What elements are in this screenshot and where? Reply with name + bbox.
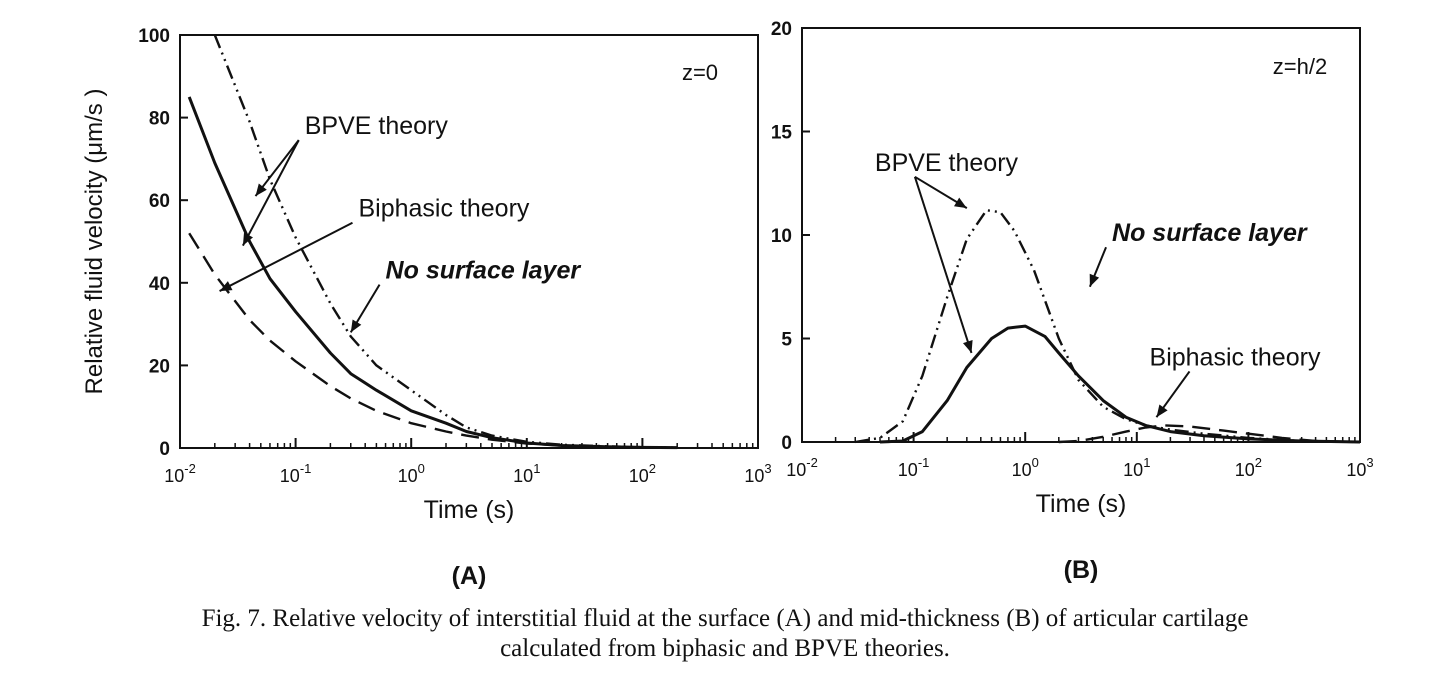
panel-b-x-tick-label: 100 <box>1012 455 1039 480</box>
panel-a-y-tick-label: 60 <box>149 191 170 212</box>
panel-a-annotation-arrowhead <box>242 232 253 246</box>
panel-a-x-axis-title: Time (s) <box>424 496 515 524</box>
figure-caption-line-2: calculated from biphasic and BPVE theori… <box>500 635 950 662</box>
panel-b-x-axis-title: Time (s) <box>1036 490 1127 518</box>
panel-a-y-tick-label: 0 <box>159 439 170 460</box>
panel-a-series-dashed <box>188 232 678 449</box>
panel-b-x-tick-label: 103 <box>1346 455 1373 480</box>
panel-b-annotation-label: BPVE theory <box>875 149 1019 177</box>
panel-b-y-tick-label: 20 <box>771 19 792 40</box>
panel-a-annotation-arrowhead <box>350 319 362 333</box>
panel-b-annotation-label: Biphasic theory <box>1150 343 1321 371</box>
panel-a-y-tick-label: 20 <box>149 356 170 377</box>
panel-a-x-tick-label: 10-1 <box>280 461 312 486</box>
panel-a-annotation-arrowhead <box>255 183 267 197</box>
panel-b-series-dash-dot-dot <box>855 208 1361 444</box>
panel-b-panel-label: (B) <box>1064 556 1099 584</box>
panel-a-y-tick-label: 80 <box>149 109 170 130</box>
panel-b-annotation-arrow <box>913 176 973 354</box>
panel-b-x-tick-label: 101 <box>1123 455 1150 480</box>
panel-a-annotation-label: Biphasic theory <box>358 195 529 223</box>
panel-b-series-dashed <box>1058 424 1361 444</box>
panel-a-y-tick-label: 100 <box>138 26 170 47</box>
panel-b-y-tick-label: 5 <box>781 330 792 351</box>
figure-caption-line-1: Fig. 7. Relative velocity of interstitia… <box>201 605 1249 632</box>
panel-b-x-tick-label: 102 <box>1235 455 1262 480</box>
panel-b-y-tick-label: 0 <box>781 433 792 454</box>
panel-b-annotation-arrowhead <box>954 197 967 209</box>
panel-b-corner-label: z=h/2 <box>1273 54 1327 79</box>
panel-b-series-solid <box>879 324 1361 444</box>
panel-a-x-tick-label: 103 <box>744 461 771 486</box>
panel-a-x-tick-label: 10-2 <box>164 461 196 486</box>
panel-a-plot-frame <box>179 34 759 449</box>
panel-a-x-tick-label: 101 <box>513 461 540 486</box>
panel-a-y-axis-title: Relative fluid velocity (μm/s ) <box>81 89 108 395</box>
panel-b-annotation-arrowhead <box>1156 404 1168 418</box>
panel-b-x-tick-label: 10-1 <box>898 455 930 480</box>
panel-b-x-tick-label: 10-2 <box>786 455 818 480</box>
panel-a-series-dash-dot-dot <box>213 34 678 449</box>
panel-b-annotation-arrowhead <box>963 340 973 353</box>
panel-a-y-tick-label: 40 <box>149 274 170 295</box>
panel-a-x-tick-label: 102 <box>629 461 656 486</box>
panel-a-annotation-arrow <box>242 139 300 247</box>
panel-a-x-tick-label: 100 <box>398 461 425 486</box>
panel-a-corner-label: z=0 <box>682 60 718 85</box>
panel-b-annotation-arrowhead <box>1089 273 1100 287</box>
panel-b-y-tick-label: 10 <box>771 226 792 247</box>
panel-a-annotation-label: BPVE theory <box>305 112 449 140</box>
panel-b-y-tick-label: 15 <box>771 123 793 144</box>
panel-a-panel-label: (A) <box>452 562 487 590</box>
panel-a-annotation-label: No surface layer <box>386 257 582 285</box>
panel-a-annotation-arrow <box>219 221 353 292</box>
panel-a-annotation-arrowhead <box>219 281 233 292</box>
panel-b-annotation-label: No surface layer <box>1112 219 1308 247</box>
